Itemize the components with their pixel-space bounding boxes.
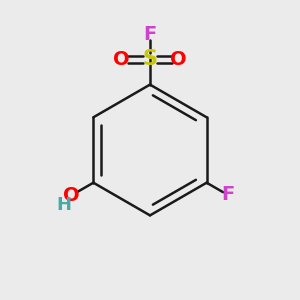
Text: O: O bbox=[170, 50, 187, 69]
Text: S: S bbox=[142, 49, 158, 69]
Text: F: F bbox=[221, 185, 234, 204]
Text: O: O bbox=[63, 186, 80, 205]
Text: H: H bbox=[57, 196, 72, 214]
Text: O: O bbox=[113, 50, 130, 69]
Text: F: F bbox=[143, 26, 157, 44]
